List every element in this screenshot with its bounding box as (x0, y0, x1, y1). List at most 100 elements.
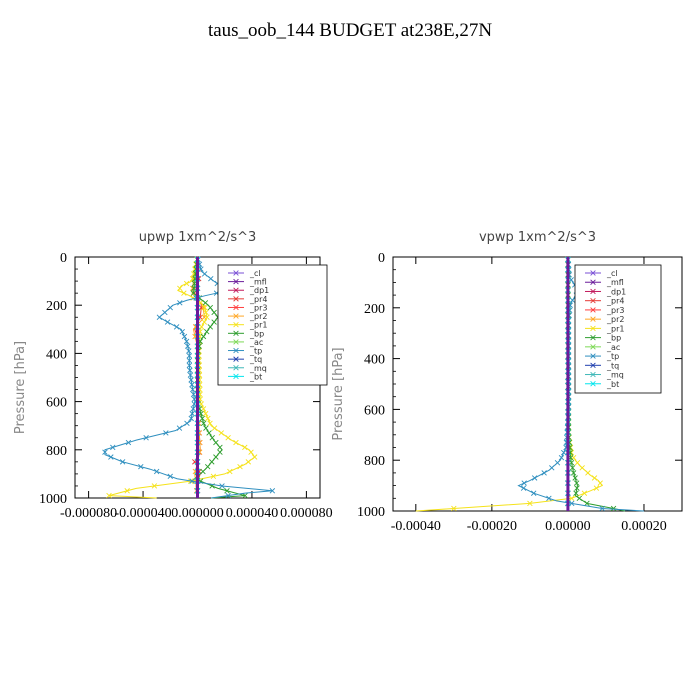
x-tick-label: -0.000040 (114, 506, 171, 521)
legend-label-bt: _bt (606, 380, 619, 389)
legend-label-pr3: _pr3 (606, 306, 624, 315)
pr1-marker (237, 463, 243, 470)
tp-marker (181, 333, 188, 340)
tp-marker (167, 304, 173, 311)
legend-label-tp: _tp (249, 347, 262, 356)
bp-marker (190, 290, 197, 296)
bp-marker (584, 500, 590, 507)
legend-pr3-marker (233, 304, 239, 311)
tp-marker (189, 382, 195, 388)
legend: _cl_mfl_dp1_pr4_pr3_pr2_pr1_bp_ac_tp_tq_… (217, 264, 328, 386)
bp-marker (610, 505, 617, 512)
figure-title: taus_oob_144 BUDGET at238E,27N (207, 20, 493, 41)
y-axis-label: Pressure [hPa] (13, 341, 28, 434)
legend-label-mfl: _mfl (249, 278, 267, 287)
tp-marker (110, 444, 116, 451)
pr1-marker (106, 492, 112, 499)
legend-label-mfl: _mfl (606, 278, 624, 287)
legend-label-bp: _bp (606, 334, 621, 343)
tp-marker (167, 473, 173, 480)
bp-marker (209, 459, 215, 465)
legend-dp1-marker (233, 287, 239, 293)
pr1-marker (211, 425, 218, 431)
tp-marker (541, 470, 547, 476)
tp-marker (156, 314, 163, 320)
x-tick-label: -0.00040 (391, 519, 441, 534)
tp-marker (190, 406, 196, 412)
y-tick-label: 800 (46, 444, 67, 459)
bp-marker (576, 495, 583, 502)
pr1-marker (183, 280, 190, 287)
tp-marker (190, 386, 196, 393)
legend-pr1-marker (233, 321, 239, 328)
pr1-marker (210, 473, 217, 480)
tp-marker (531, 475, 538, 481)
legend-tq-marker (233, 356, 239, 362)
bp-marker (203, 425, 209, 431)
pr1-marker (201, 319, 208, 325)
y-tick-label: 400 (46, 347, 67, 362)
legend-label-mq: _mq (249, 364, 267, 373)
tp-marker (183, 338, 190, 345)
tp-marker (153, 468, 160, 475)
bp-marker (213, 454, 219, 460)
bp-marker (207, 324, 214, 330)
y-tick-label: 200 (46, 299, 67, 314)
legend-label-pr1: _pr1 (249, 321, 267, 330)
x-tick-label: 0.000040 (226, 506, 279, 521)
tp-marker (554, 460, 561, 466)
bp-marker (206, 430, 212, 436)
legend-bp-marker (590, 334, 596, 341)
tp-marker (189, 478, 195, 484)
tp-marker (225, 492, 231, 499)
y-axis-label: Pressure [hPa] (331, 347, 346, 440)
chart-title: upwp 1xm^2/s^3 (139, 230, 257, 245)
tp-marker (521, 480, 527, 486)
legend-ac-marker (590, 344, 596, 350)
pr1-marker (591, 475, 598, 481)
tp-marker (561, 449, 567, 456)
pr1-marker (177, 285, 183, 292)
chart-vpwp: vpwp 1xm^2/s^3 Pressure [hPa] 0 200 400 600 80… (331, 230, 683, 534)
tp-marker (173, 324, 180, 330)
legend-mfl-marker (233, 278, 239, 285)
bp-marker (211, 319, 217, 325)
y-tick-label: 200 (364, 302, 385, 317)
tp-marker (184, 420, 190, 427)
legend-label-cl: _cl (606, 269, 618, 278)
bp-marker (224, 488, 230, 494)
x-tick-label: 0.00000 (545, 519, 591, 534)
pr1-marker (218, 430, 225, 436)
tp-marker (125, 439, 132, 446)
legend-label-tp: _tp (606, 352, 619, 361)
bp-marker (199, 415, 205, 422)
pr1-marker (200, 406, 207, 412)
tp-marker (119, 459, 126, 465)
legend-ac-marker (233, 339, 239, 345)
x-tick-label: 0.00020 (621, 519, 667, 534)
pr1-marker (579, 465, 585, 471)
pr1-marker (124, 488, 130, 494)
tp-marker (162, 309, 168, 316)
legend-pr1-marker (590, 325, 596, 332)
legend: _cl_mfl_dp1_pr4_pr3_pr2_pr1_bp_ac_tp_tq_… (574, 264, 662, 394)
tp-marker (189, 410, 195, 417)
legend-bp-marker (233, 330, 239, 337)
x-tick-label: 0.000080 (280, 506, 333, 521)
legend-label-pr1: _pr1 (606, 324, 624, 333)
tp-marker (186, 357, 193, 364)
legend-label-ac: _ac (249, 338, 263, 347)
bp-marker (573, 490, 579, 496)
legend-pr2-marker (590, 316, 596, 322)
tp-marker (269, 488, 276, 494)
legend-mq-marker (590, 371, 596, 378)
bp-marker (207, 304, 214, 311)
bp-marker (213, 439, 219, 446)
pr1-marker (597, 480, 603, 486)
y-tick-label: 600 (364, 403, 385, 418)
pr1-marker (181, 290, 187, 296)
y-tick-label: 400 (364, 353, 385, 368)
legend-label-dp1: _dp1 (249, 286, 269, 295)
pr1-marker (204, 314, 210, 320)
